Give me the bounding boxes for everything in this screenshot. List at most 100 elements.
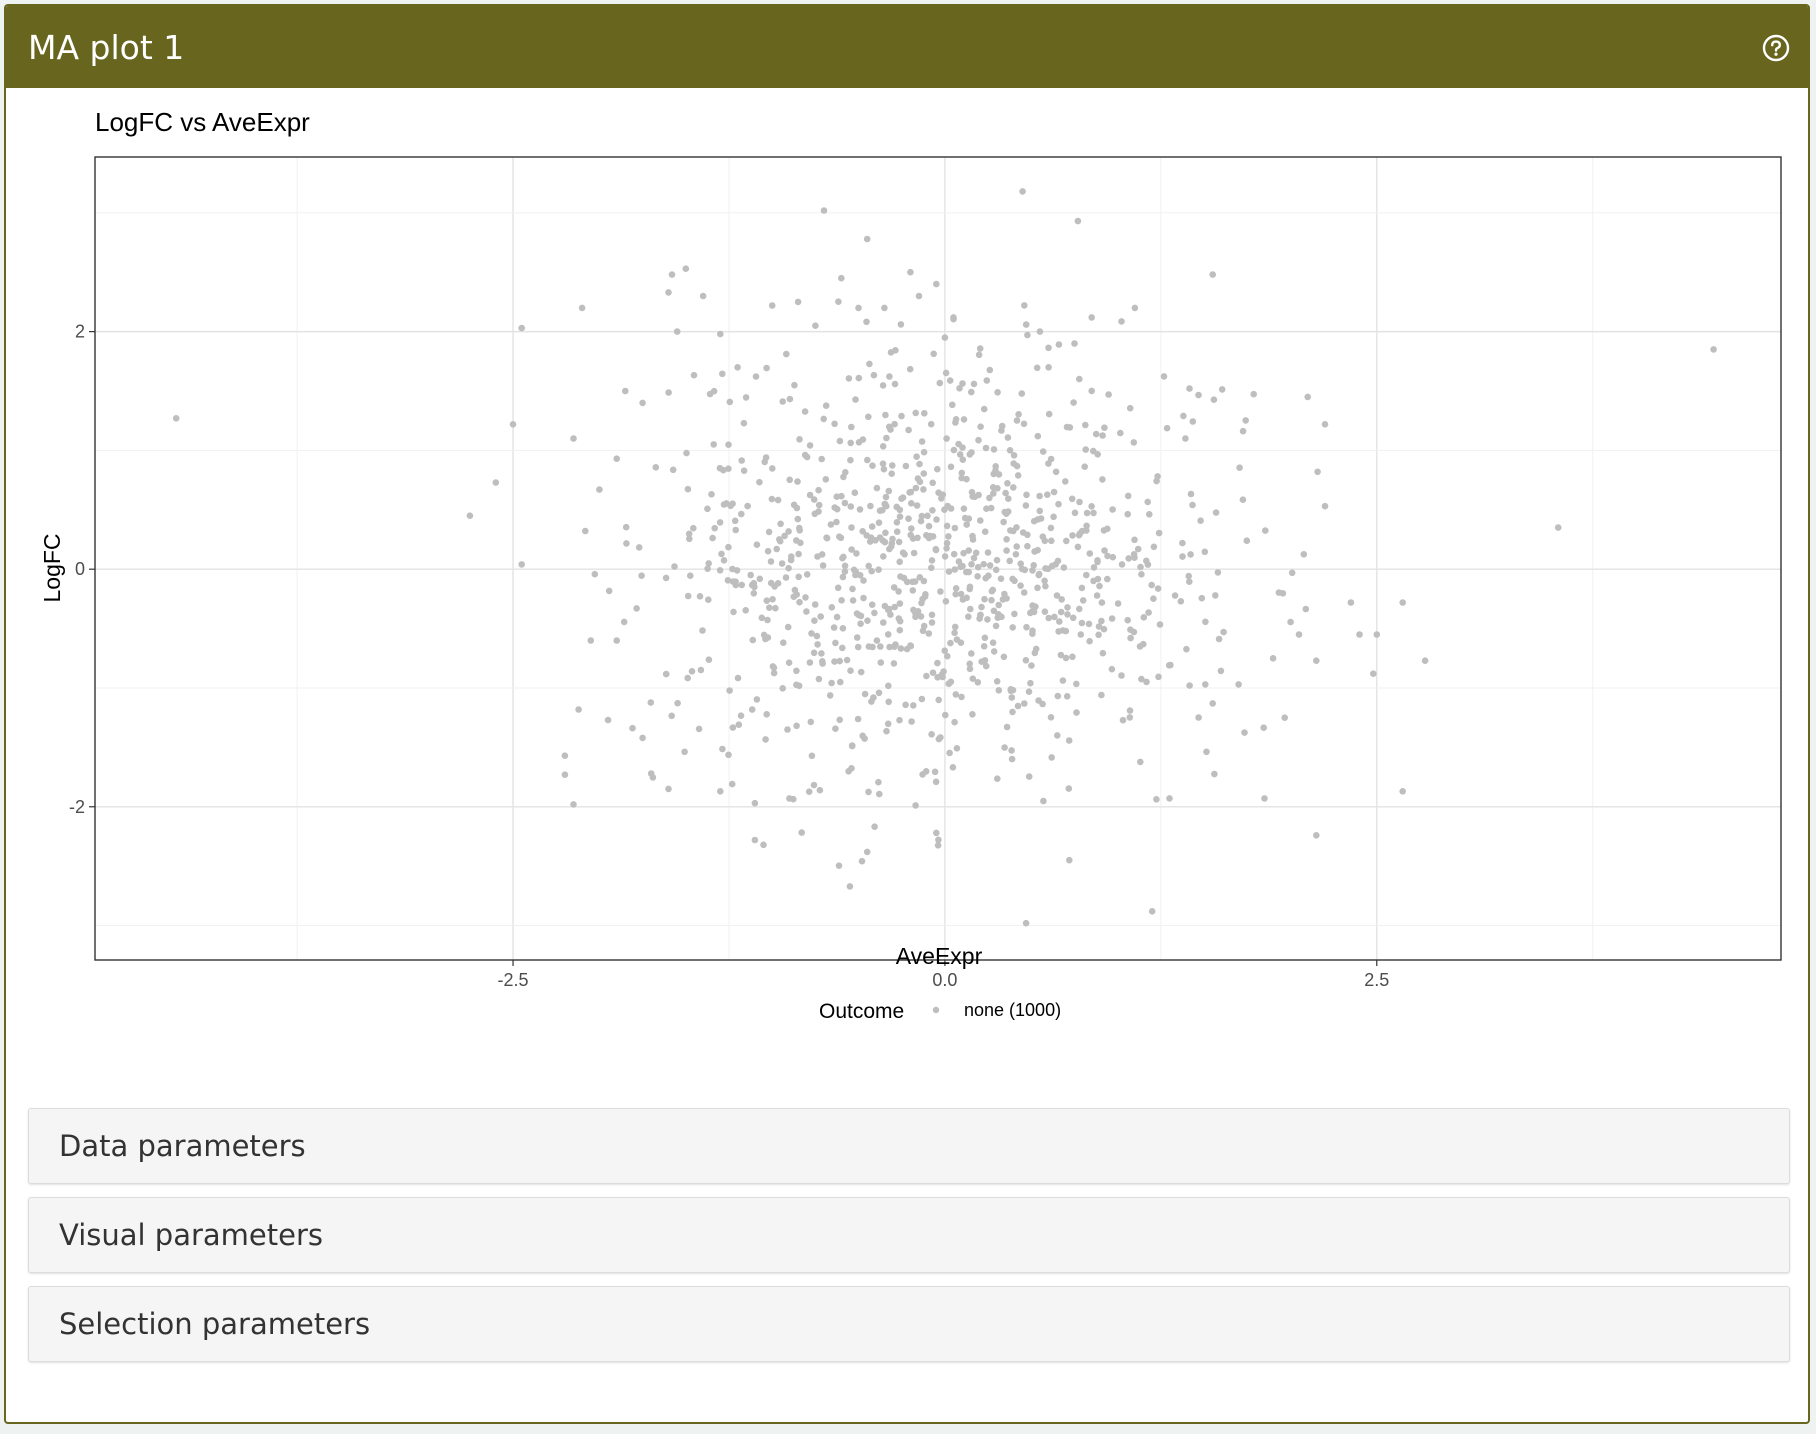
data-point	[941, 334, 949, 341]
data-point	[690, 524, 697, 532]
data-point	[822, 476, 830, 483]
data-point	[561, 771, 569, 778]
data-point	[1013, 417, 1021, 424]
data-point	[724, 577, 732, 584]
data-point	[1045, 364, 1052, 371]
data-point	[859, 732, 866, 740]
data-point	[818, 650, 825, 657]
data-point	[769, 596, 776, 603]
data-point	[720, 466, 727, 474]
data-point	[820, 415, 827, 423]
data-point	[923, 672, 930, 680]
plot-panel[interactable]	[95, 157, 1781, 960]
data-point	[1030, 562, 1037, 569]
data-point	[937, 588, 944, 595]
visual-parameters-section[interactable]: Visual parameters	[28, 1197, 1790, 1273]
data-point	[1042, 582, 1049, 590]
data-point	[959, 380, 966, 387]
data-point	[884, 720, 892, 728]
data-point	[688, 668, 696, 675]
data-point	[970, 380, 978, 388]
data-point	[811, 601, 819, 608]
ma-plot[interactable]: LogFC vs AveExpr -2.5 0.0 2.5 -2 0 2 AveExpr…	[6, 88, 1810, 1078]
data-point	[986, 494, 993, 502]
data-point	[1321, 421, 1329, 428]
data-point	[695, 725, 703, 733]
data-point	[941, 647, 948, 654]
data-point	[1053, 592, 1061, 599]
data-point	[791, 586, 799, 594]
data-point	[984, 616, 991, 623]
data-point	[932, 778, 940, 786]
data-point	[730, 608, 737, 616]
data-point	[1124, 616, 1131, 624]
question-circle-icon[interactable]	[1762, 34, 1790, 62]
data-point	[1074, 217, 1082, 225]
data-point	[857, 620, 864, 627]
data-point	[902, 701, 909, 709]
data-point	[968, 650, 975, 657]
data-point	[815, 501, 823, 509]
data-point	[172, 415, 180, 422]
data-point	[790, 593, 798, 600]
data-point	[986, 562, 994, 569]
data-point	[570, 435, 577, 442]
data-point	[1059, 677, 1067, 684]
data-point	[1036, 328, 1044, 335]
data-point	[803, 571, 811, 578]
data-point	[1275, 589, 1283, 596]
data-point	[854, 643, 862, 651]
data-point	[933, 280, 940, 288]
data-point	[1000, 518, 1007, 526]
data-point	[649, 774, 657, 781]
data-point	[898, 412, 905, 420]
data-point	[1041, 608, 1049, 615]
data-point	[1076, 605, 1083, 613]
data-point	[935, 836, 942, 844]
data-point	[869, 643, 876, 651]
scatter-chart[interactable]: LogFC vs AveExpr -2.5 0.0 2.5 -2 0 2 AveExpr…	[6, 88, 1810, 1078]
data-point	[1185, 572, 1192, 580]
data-point	[684, 674, 691, 682]
data-point	[1137, 563, 1144, 571]
data-point	[1036, 507, 1044, 515]
data-point	[868, 567, 875, 575]
data-point	[793, 504, 801, 512]
data-point	[798, 829, 805, 836]
data-point	[1074, 543, 1082, 551]
data-point	[981, 595, 988, 603]
data-point	[1236, 464, 1243, 472]
data-point	[1024, 331, 1031, 339]
data-point	[808, 630, 815, 637]
data-point	[1095, 631, 1102, 639]
data-point	[796, 598, 803, 606]
data-point	[669, 466, 677, 474]
data-point	[1098, 691, 1105, 699]
data-point	[978, 603, 985, 611]
data-point	[879, 443, 887, 450]
data-point	[764, 616, 771, 624]
data-point	[699, 627, 706, 634]
data-point	[753, 696, 761, 703]
data-point	[980, 643, 988, 650]
data-point	[704, 505, 711, 513]
data-point	[1156, 621, 1164, 628]
data-point	[791, 381, 798, 389]
data-point	[911, 578, 919, 585]
data-point	[665, 785, 672, 793]
data-point	[1154, 585, 1162, 592]
data-point	[1001, 590, 1008, 598]
data-point	[880, 619, 887, 626]
data-point	[896, 506, 904, 514]
data-parameters-section[interactable]: Data parameters	[28, 1108, 1790, 1184]
data-point	[716, 519, 724, 526]
data-point	[963, 568, 970, 576]
data-point	[892, 347, 899, 354]
data-point	[1034, 584, 1041, 592]
data-point	[1195, 714, 1202, 721]
selection-parameters-section[interactable]: Selection parameters	[28, 1286, 1790, 1362]
y-axis-ticks: -2 0 2	[69, 322, 95, 817]
data-point	[1078, 584, 1086, 592]
data-point	[955, 440, 962, 448]
data-point	[1167, 661, 1174, 669]
